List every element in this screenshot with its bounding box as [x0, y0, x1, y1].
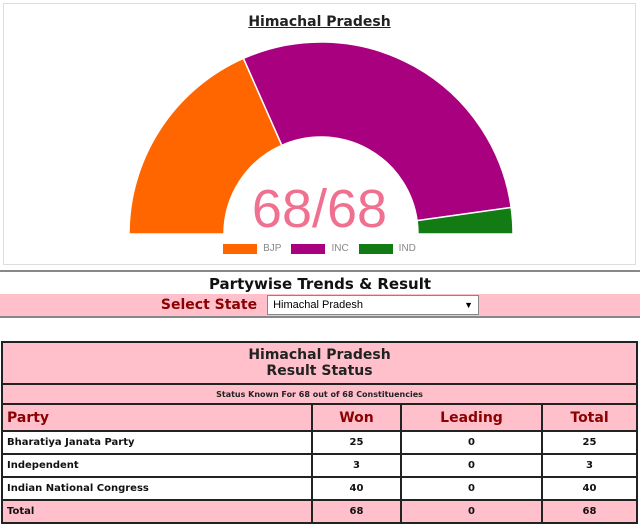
won-value: 3 — [311, 453, 402, 478]
half-donut-chart — [128, 41, 514, 235]
won-value: 40 — [311, 476, 402, 501]
slice-bjp[interactable] — [128, 57, 283, 235]
legend-label: IND — [398, 243, 416, 254]
total-value: 40 — [541, 476, 638, 501]
party-name: Independent — [1, 453, 313, 478]
won-total: 68 — [311, 499, 402, 524]
leading-total: 0 — [400, 499, 543, 524]
total-value: 25 — [541, 430, 638, 455]
total-label: Total — [1, 499, 313, 524]
column-header-total: Total — [541, 403, 638, 432]
legend-item-bjp[interactable]: BJP — [223, 243, 281, 254]
won-value: 25 — [311, 430, 402, 455]
column-header-party: Party — [1, 403, 313, 432]
trends-header: Partywise Trends & Result Select State H… — [0, 270, 640, 318]
column-header-won: Won — [311, 403, 402, 432]
select-state-label: Select State — [160, 297, 258, 313]
chart-legend: BJP INC IND — [4, 243, 635, 254]
slice-ind[interactable] — [416, 206, 514, 235]
party-name: Bharatiya Janata Party — [1, 430, 313, 455]
result-table: Himachal Pradesh Result Status Status Kno… — [1, 341, 638, 524]
state-select-value: Himachal Pradesh — [273, 299, 363, 311]
section-title: Partywise Trends & Result — [208, 275, 432, 293]
status-text: Status Known For 68 out of 68 Constituen… — [1, 383, 638, 405]
column-header-leading: Leading — [400, 403, 543, 432]
seat-count-label: 68/68 — [251, 179, 388, 239]
legend-label: BJP — [263, 243, 282, 254]
party-name: Indian National Congress — [1, 476, 313, 501]
total-row: Total 68 0 68 — [1, 499, 638, 524]
table-row: Indian National Congress 40 0 40 — [1, 476, 638, 501]
chart-panel: Himachal Pradesh 68/68 BJP INC IND — [3, 3, 636, 265]
legend-swatch — [358, 243, 393, 254]
legend-label: INC — [331, 243, 349, 254]
chevron-down-icon: ▼ — [464, 300, 474, 310]
leading-value: 0 — [400, 453, 543, 478]
leading-value: 0 — [400, 476, 543, 501]
total-value: 3 — [541, 453, 638, 478]
table-row: Bharatiya Janata Party 25 0 25 — [1, 430, 638, 455]
legend-item-ind[interactable]: IND — [358, 243, 416, 254]
legend-swatch — [291, 243, 326, 254]
leading-value: 0 — [400, 430, 543, 455]
chart-title: Himachal Pradesh — [248, 14, 391, 30]
slice-inc[interactable] — [242, 41, 513, 222]
state-selector-row: Select State Himachal Pradesh ▼ — [0, 294, 640, 316]
table-row: Independent 3 0 3 — [1, 453, 638, 478]
legend-item-inc[interactable]: INC — [291, 243, 349, 254]
grand-total: 68 — [541, 499, 638, 524]
legend-swatch — [223, 243, 258, 254]
state-select[interactable]: Himachal Pradesh ▼ — [267, 295, 480, 315]
result-title: Himachal Pradesh Result Status — [1, 341, 638, 385]
